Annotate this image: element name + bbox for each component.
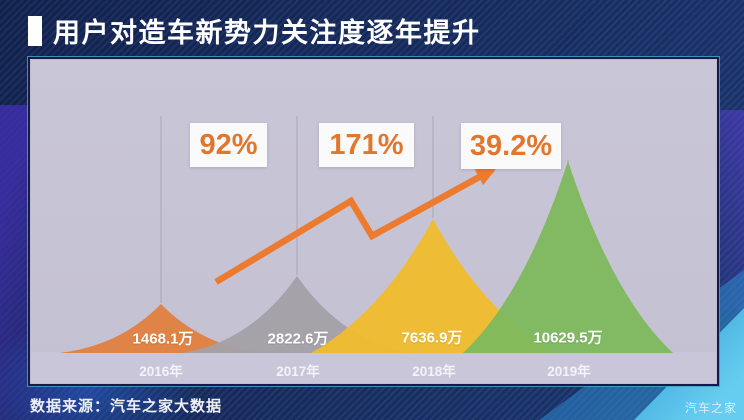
chart-canvas (59, 116, 673, 353)
axis-label-2018: 2018年 (412, 364, 456, 379)
value-label-2019: 10629.5万 (533, 329, 603, 347)
header: 用户对造车新势力关注度逐年提升 (28, 11, 481, 50)
axis-label-2019: 2019年 (547, 364, 591, 379)
mountain-2016 (59, 304, 263, 353)
data-source-note: 数据来源：汽车之家大数据 (30, 398, 223, 415)
mountain-2019 (463, 161, 673, 353)
value-label-2016: 1468.1万 (132, 330, 194, 348)
autohome-watermark: 汽车之家 (684, 401, 737, 415)
growth-badge-2018: 171% (319, 123, 414, 167)
axis-label-2017: 2017年 (276, 364, 320, 379)
growth-badge-2017: 92% (190, 123, 267, 167)
chart-panel: 92% 171% 39.2% 1468.1万 2822.6万 7636.9万 1… (30, 59, 717, 384)
value-label-2018: 7636.9万 (401, 329, 463, 347)
growth-arrow (214, 167, 498, 285)
value-label-2017: 2822.6万 (267, 330, 329, 348)
growth-badge-2019: 39.2% (461, 123, 561, 169)
axis-label-2016: 2016年 (139, 364, 183, 379)
title-marker-bar (28, 15, 42, 46)
baseline-band (31, 352, 716, 383)
page-title: 用户对造车新势力关注度逐年提升 (53, 18, 481, 48)
